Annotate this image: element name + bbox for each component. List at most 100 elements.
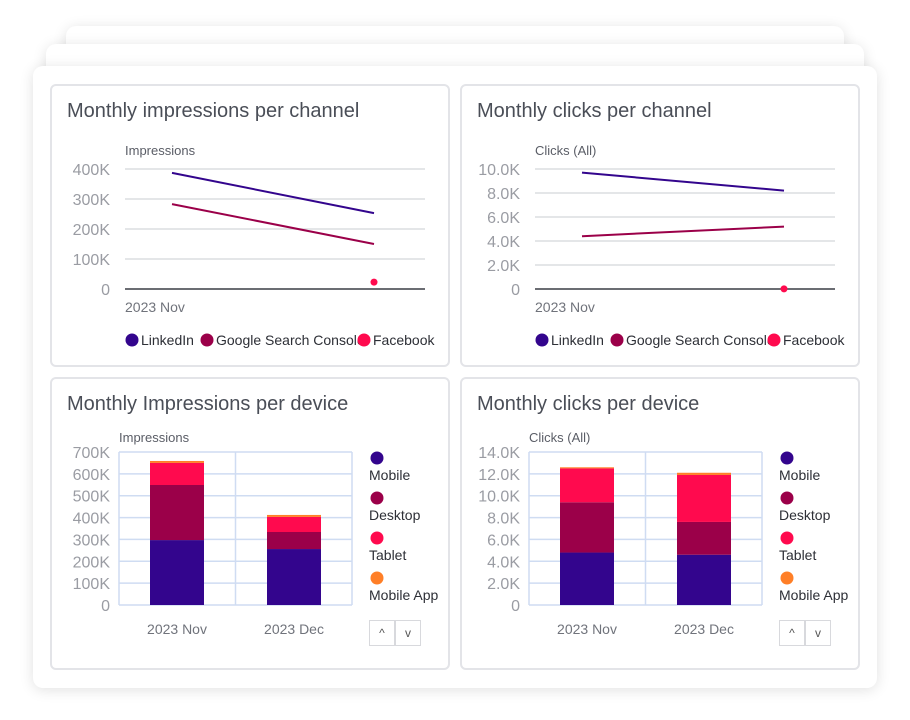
series-line-linkedin <box>581 171 785 192</box>
bar-segment-mobile <box>677 554 731 605</box>
chevron-up-icon: ^ <box>379 626 385 640</box>
legend-label: Facebook <box>373 332 435 348</box>
bar-segment-tablet <box>150 462 204 486</box>
chevron-down-icon: v <box>405 626 411 640</box>
panel-impressions-per-device: Monthly Impressions per device Impressio… <box>50 377 450 670</box>
legend-marker-icon <box>370 571 384 585</box>
legend-label: Mobile App <box>369 587 438 603</box>
chevron-up-icon: ^ <box>789 626 795 640</box>
legend-marker-icon <box>780 451 794 465</box>
bar-segment-mobile-app <box>267 514 321 517</box>
y-tick-label: 0 <box>101 282 110 299</box>
bar-segment-tablet <box>267 516 321 532</box>
bar-segment-mobile-app <box>150 460 204 463</box>
y-tick-label: 6.0K <box>487 210 520 227</box>
chart-title: Monthly impressions per channel <box>67 100 360 122</box>
y-tick-label: 200K <box>73 222 111 239</box>
legend-label: Desktop <box>369 507 421 523</box>
legend-marker-icon <box>780 531 794 545</box>
bar-segment-mobile <box>150 540 204 605</box>
series-line-google-search-console <box>581 225 785 238</box>
y-tick-label: 700K <box>73 445 111 462</box>
legend-marker-icon <box>357 333 371 347</box>
clicks-device-chart: Clicks (All) 0 2.0K 4.0K 6.0K 8.0K 10.0K 12.0K 1… <box>478 430 848 637</box>
legend-label: Mobile <box>779 467 820 483</box>
series-line-linkedin <box>171 171 375 215</box>
y-tick-label: 300K <box>73 192 111 209</box>
y-tick-label: 14.0K <box>478 445 520 462</box>
bar-segment-desktop <box>677 521 731 555</box>
y-axis-label: Impressions <box>125 143 196 158</box>
y-axis-label: Clicks (All) <box>535 143 596 158</box>
chevron-down-icon: v <box>815 626 821 640</box>
legend-label: Tablet <box>779 547 816 563</box>
panel-impressions-per-channel: Monthly impressions per channel Impressi… <box>50 84 450 367</box>
series-line-google-search-console <box>171 203 375 245</box>
y-tick-label: 200K <box>73 554 111 571</box>
legend-marker-icon <box>780 571 794 585</box>
y-tick-label: 0 <box>511 598 520 615</box>
y-tick-label: 600K <box>73 467 111 484</box>
x-tick-label: 2023 Dec <box>264 621 324 637</box>
panel-clicks-per-channel: Monthly clicks per channel Clicks (All) 0… <box>460 84 860 367</box>
y-tick-label: 400K <box>73 511 111 528</box>
data-point-facebook <box>370 278 378 286</box>
y-tick-label: 8.0K <box>487 511 520 528</box>
y-tick-label: 500K <box>73 489 111 506</box>
legend-marker-icon <box>610 333 624 347</box>
x-tick-label: 2023 Nov <box>125 299 185 315</box>
legend-label: Google Search Console <box>216 332 365 348</box>
y-tick-label: 300K <box>73 532 111 549</box>
bar-segment-mobile <box>267 549 321 605</box>
y-tick-label: 10.0K <box>478 489 520 506</box>
y-tick-label: 400K <box>73 162 111 179</box>
y-axis-label: Impressions <box>119 430 190 445</box>
legend-marker-icon <box>780 491 794 505</box>
y-tick-label: 12.0K <box>478 467 520 484</box>
legend-label: Facebook <box>783 332 845 348</box>
y-tick-label: 2.0K <box>487 576 520 593</box>
y-tick-label: 0 <box>511 282 520 299</box>
bar-segment-tablet <box>677 474 731 522</box>
impressions-channel-chart: Impressions 0 100K 200K 300K 400K 2023 Nov Link… <box>73 143 436 348</box>
legend-up-button[interactable]: ^ <box>369 620 395 646</box>
legend-marker-icon <box>125 333 139 347</box>
legend-label: Mobile <box>369 467 410 483</box>
bar-segment-mobile-app <box>677 472 731 475</box>
legend-label: Desktop <box>779 507 831 523</box>
bar-segment-mobile-app <box>560 467 614 469</box>
chart-title: Monthly Impressions per device <box>67 393 349 415</box>
y-tick-label: 4.0K <box>487 234 520 251</box>
y-tick-label: 10.0K <box>478 162 520 179</box>
legend-down-button[interactable]: v <box>805 620 831 646</box>
legend-label: Google Search Console <box>626 332 775 348</box>
x-tick-label: 2023 Nov <box>147 621 207 637</box>
legend-marker-icon <box>370 451 384 465</box>
y-tick-label: 100K <box>73 252 111 269</box>
legend-marker-icon <box>370 531 384 545</box>
y-tick-label: 2.0K <box>487 258 520 275</box>
y-tick-label: 100K <box>73 576 111 593</box>
bar-segment-mobile <box>560 552 614 605</box>
y-axis-label: Clicks (All) <box>529 430 590 445</box>
legend-label: Tablet <box>369 547 406 563</box>
x-tick-label: 2023 Nov <box>557 621 617 637</box>
y-tick-label: 8.0K <box>487 186 520 203</box>
x-tick-label: 2023 Nov <box>535 299 595 315</box>
legend-label: Mobile App <box>779 587 848 603</box>
legend-up-button[interactable]: ^ <box>779 620 805 646</box>
bar-segment-desktop <box>560 502 614 553</box>
legend-marker-icon <box>535 333 549 347</box>
bar-segment-tablet <box>560 468 614 503</box>
y-tick-label: 4.0K <box>487 554 520 571</box>
legend-label: LinkedIn <box>551 332 604 348</box>
clicks-channel-chart: Clicks (All) 0 2.0K 4.0K 6.0K 8.0K 10.0K 2023 N… <box>478 143 845 348</box>
legend-marker-icon <box>370 491 384 505</box>
data-point-facebook <box>780 285 788 293</box>
y-tick-label: 6.0K <box>487 532 520 549</box>
legend-down-button[interactable]: v <box>395 620 421 646</box>
x-tick-label: 2023 Dec <box>674 621 734 637</box>
legend-marker-icon <box>200 333 214 347</box>
panel-clicks-per-device: Monthly clicks per device Clicks (All) 0 2… <box>460 377 860 670</box>
impressions-device-chart: Impressions 0 100K 200K 300K 400K 500K 600K 700K… <box>73 430 439 637</box>
